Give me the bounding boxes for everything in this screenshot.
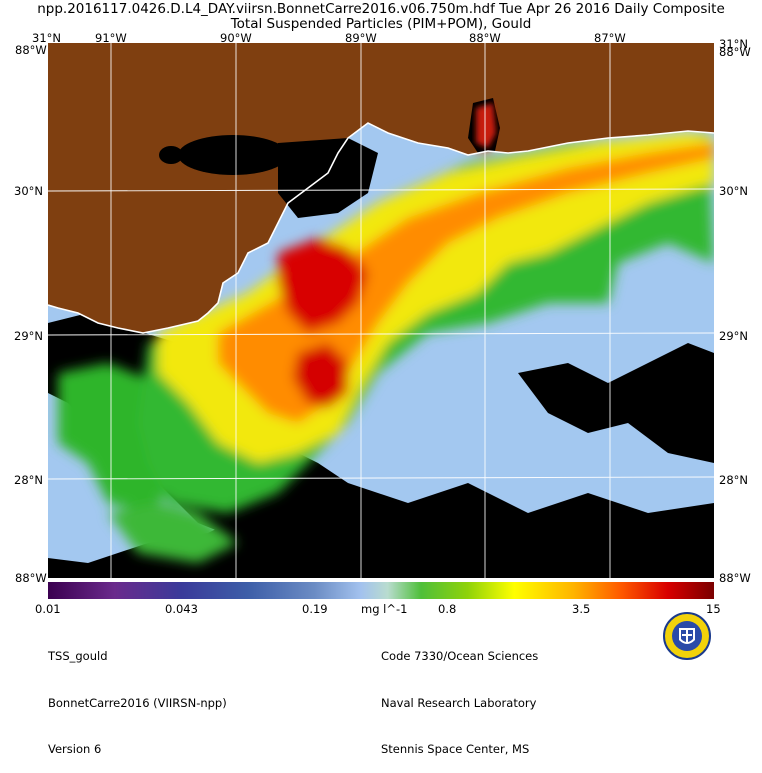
top-label-89w: 89°W [345, 31, 377, 45]
land [48, 43, 714, 333]
colorbar-tick-4: 3.5 [572, 602, 591, 616]
plume-red-south [293, 343, 348, 408]
info-right: Code 7330/Ocean Sciences Naval Research … [381, 618, 538, 773]
colorbar [48, 582, 714, 599]
left-label-30n: 30°N [14, 184, 43, 198]
left-label-29n: 29°N [14, 329, 43, 343]
right-label-top: 88°W [719, 45, 751, 59]
top-label-91w: 91°W [95, 31, 127, 45]
left-label-top: 88°W [15, 43, 47, 57]
org-location: Stennis Space Center, MS [381, 742, 530, 756]
top-label-31n-left: 31°N [32, 31, 61, 45]
region-sensor: BonnetCarre2016 (VIIRSN-npp) [48, 695, 227, 710]
plume-orange [218, 143, 714, 423]
info-left: TSS_gould BonnetCarre2016 (VIIRSN-npp) V… [48, 618, 227, 773]
top-label-31n-right: 31°N [719, 37, 748, 51]
colorbar-tick-1: 0.043 [165, 602, 198, 616]
image-title: npp.2016117.0426.D.L4_DAY.viirsn.BonnetC… [37, 1, 725, 17]
top-label-90w: 90°W [220, 31, 252, 45]
left-label-bottom: 88°W [15, 571, 47, 585]
nodata-east [518, 343, 714, 463]
colorbar-tick-5: 15 [706, 602, 721, 616]
right-label-30n: 30°N [719, 184, 748, 198]
coastline [48, 122, 714, 334]
product-subtitle: Total Suspended Particles (PIM+POM), Gou… [230, 16, 532, 32]
plume-red-nearshore [278, 238, 368, 333]
right-label-bottom: 88°W [719, 571, 751, 585]
org-name: Naval Research Laboratory [381, 695, 537, 710]
colorbar-unit: mg l^-1 [361, 602, 408, 616]
top-label-88w: 88°W [469, 31, 501, 45]
plume-green-patch-south [108, 503, 238, 563]
right-label-29n: 29°N [719, 329, 748, 343]
colorbar-tick-2: 0.19 [302, 602, 328, 616]
colorbar-tick-0: 0.01 [35, 602, 61, 616]
lake-pontchartrain [178, 135, 288, 175]
org-code: Code 7330/Ocean Sciences [381, 649, 539, 663]
product-name: TSS_gould [48, 649, 108, 663]
nrl-seal-icon [663, 612, 711, 660]
version: Version 6 [48, 742, 102, 756]
right-label-28n: 28°N [719, 473, 748, 487]
nodata-marsh [278, 138, 378, 218]
colorbar-tick-3: 0.8 [438, 602, 457, 616]
lake-maurepas [159, 146, 183, 164]
left-label-28n: 28°N [14, 473, 43, 487]
tss-map [48, 43, 714, 578]
top-label-87w: 87°W [594, 31, 626, 45]
